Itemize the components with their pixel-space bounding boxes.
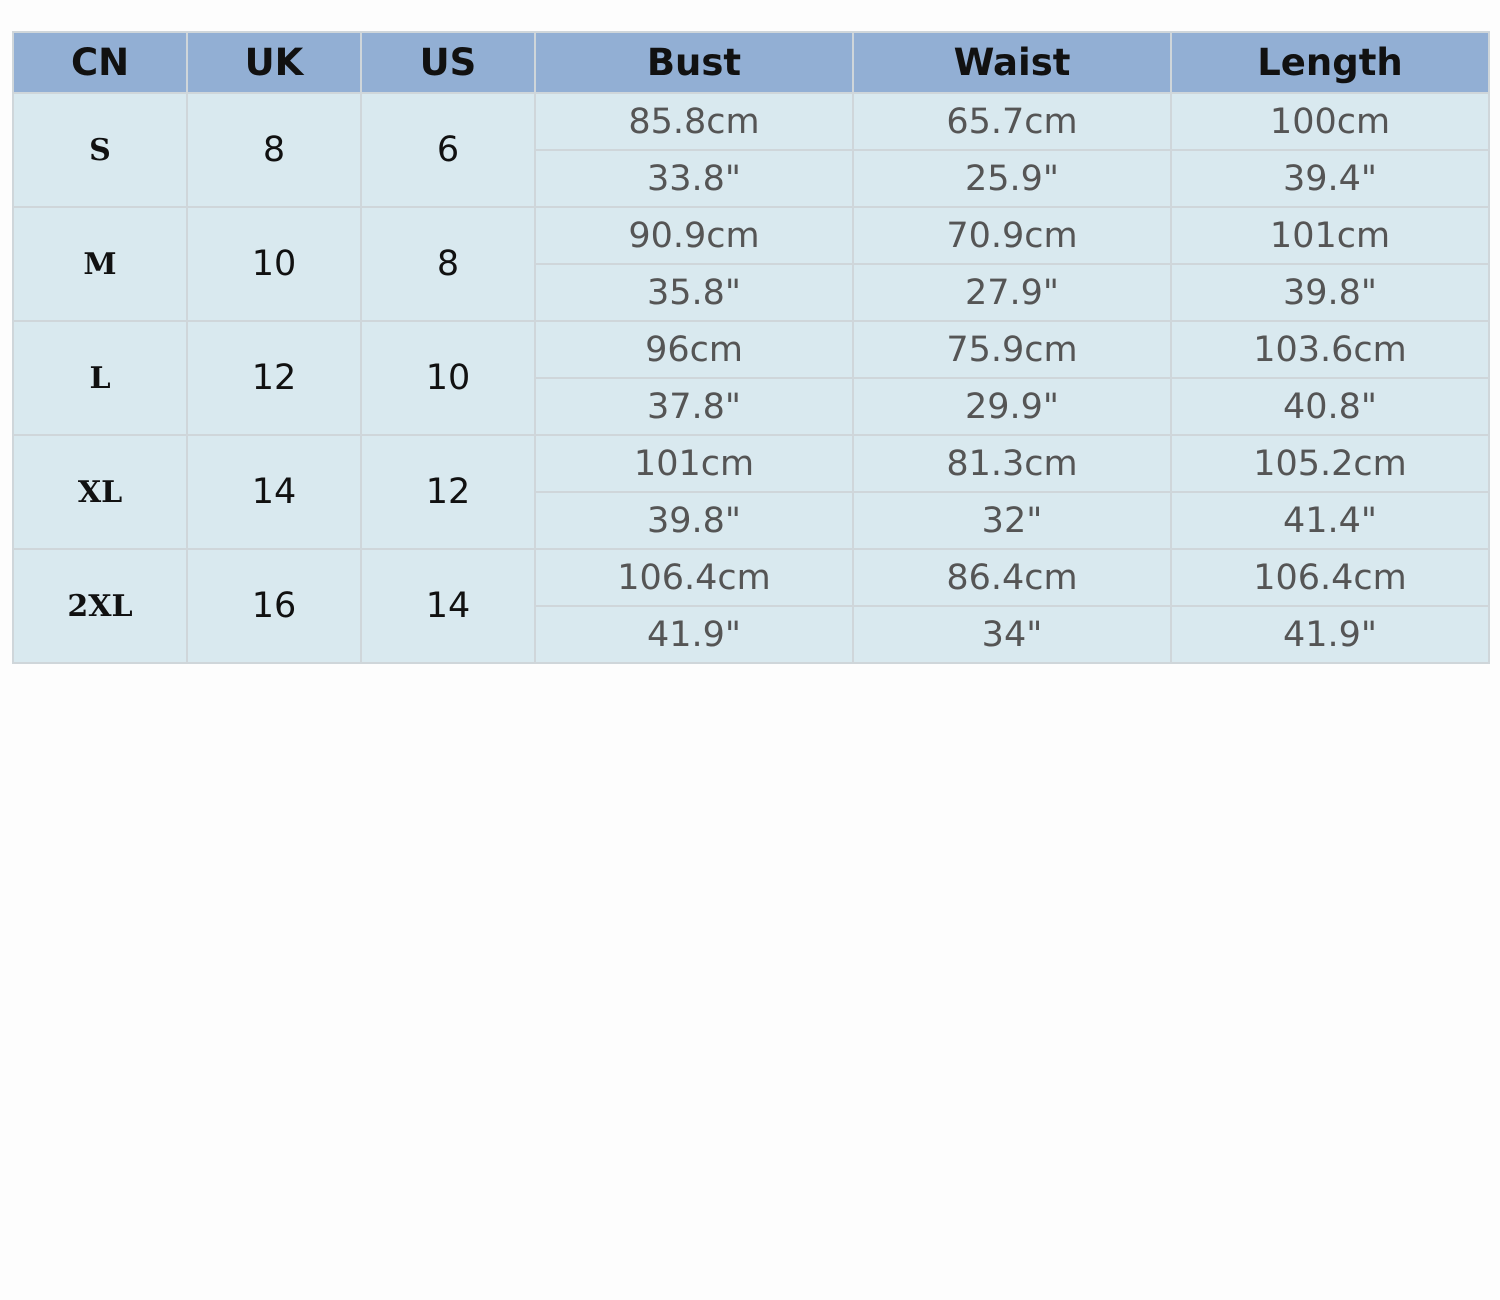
waist-cm-cell: 75.9cm (852, 320, 1172, 379)
table-row-s-inch: 33.8" 25.9" 39.4" (13, 149, 1490, 208)
table-row-xl-cm: XL 14 12 101cm 81.3cm 105.2cm (12, 434, 1490, 550)
us-size-cell: 8 (360, 206, 536, 322)
bust-inch-cell: 41.9" (534, 605, 854, 664)
cn-size-cell: M (12, 206, 188, 322)
table-row-2xl-inch: 41.9" 34" 41.9" (13, 605, 1490, 664)
waist-cm-cell: 70.9cm (852, 206, 1172, 265)
bust-cm-cell: 106.4cm (534, 548, 854, 607)
uk-size-cell: 16 (186, 548, 362, 664)
table-body: S 8 6 85.8cm 65.7cm 100cm 33.8" 25.9" 39… (12, 92, 1490, 664)
length-inch-cell: 41.4" (1170, 491, 1490, 550)
uk-size-cell: 14 (186, 434, 362, 550)
waist-inch-cell: 27.9" (852, 263, 1172, 322)
cn-size-cell: 2XL (12, 548, 188, 664)
bust-cm-cell: 90.9cm (534, 206, 854, 265)
bust-inch-cell: 37.8" (534, 377, 854, 436)
header-cn: CN (12, 31, 188, 94)
bust-cm-cell: 101cm (534, 434, 854, 493)
length-cm-cell: 103.6cm (1170, 320, 1490, 379)
bust-cm-cell: 96cm (534, 320, 854, 379)
table-row-l-inch: 37.8" 29.9" 40.8" (13, 377, 1490, 436)
header-uk: UK (186, 31, 362, 94)
length-cm-cell: 106.4cm (1170, 548, 1490, 607)
cn-size-cell: L (12, 320, 188, 436)
length-cm-cell: 100cm (1170, 92, 1490, 151)
header-row: CN UK US Bust Waist Length (12, 31, 1490, 94)
header-us: US (360, 31, 536, 94)
waist-cm-cell: 81.3cm (852, 434, 1172, 493)
table-row-s-cm: S 8 6 85.8cm 65.7cm 100cm (12, 92, 1490, 208)
us-size-cell: 12 (360, 434, 536, 550)
bust-inch-cell: 33.8" (534, 149, 854, 208)
length-inch-cell: 41.9" (1170, 605, 1490, 664)
uk-size-cell: 10 (186, 206, 362, 322)
length-inch-cell: 39.4" (1170, 149, 1490, 208)
uk-size-cell: 8 (186, 92, 362, 208)
uk-size-cell: 12 (186, 320, 362, 436)
header-waist: Waist (852, 31, 1172, 94)
length-inch-cell: 40.8" (1170, 377, 1490, 436)
table-row-l-cm: L 12 10 96cm 75.9cm 103.6cm (12, 320, 1490, 436)
waist-inch-cell: 25.9" (852, 149, 1172, 208)
us-size-cell: 10 (360, 320, 536, 436)
us-size-cell: 6 (360, 92, 536, 208)
table-row-m-cm: M 10 8 90.9cm 70.9cm 101cm (12, 206, 1490, 322)
table-row-m-inch: 35.8" 27.9" 39.8" (13, 263, 1490, 322)
header-length: Length (1170, 31, 1490, 94)
waist-cm-cell: 86.4cm (852, 548, 1172, 607)
cn-size-cell: XL (12, 434, 188, 550)
length-inch-cell: 39.8" (1170, 263, 1490, 322)
waist-inch-cell: 29.9" (852, 377, 1172, 436)
us-size-cell: 14 (360, 548, 536, 664)
bust-inch-cell: 39.8" (534, 491, 854, 550)
cn-size-cell: S (12, 92, 188, 208)
table-row-xl-inch: 39.8" 32" 41.4" (13, 491, 1490, 550)
waist-cm-cell: 65.7cm (852, 92, 1172, 151)
size-chart-table: CN UK US Bust Waist Length S 8 6 85.8cm … (12, 31, 1490, 664)
length-cm-cell: 101cm (1170, 206, 1490, 265)
length-cm-cell: 105.2cm (1170, 434, 1490, 493)
table-header: CN UK US Bust Waist Length (12, 31, 1490, 94)
header-bust: Bust (534, 31, 854, 94)
bust-cm-cell: 85.8cm (534, 92, 854, 151)
waist-inch-cell: 32" (852, 491, 1172, 550)
table-row-2xl-cm: 2XL 16 14 106.4cm 86.4cm 106.4cm (12, 548, 1490, 664)
waist-inch-cell: 34" (852, 605, 1172, 664)
bust-inch-cell: 35.8" (534, 263, 854, 322)
